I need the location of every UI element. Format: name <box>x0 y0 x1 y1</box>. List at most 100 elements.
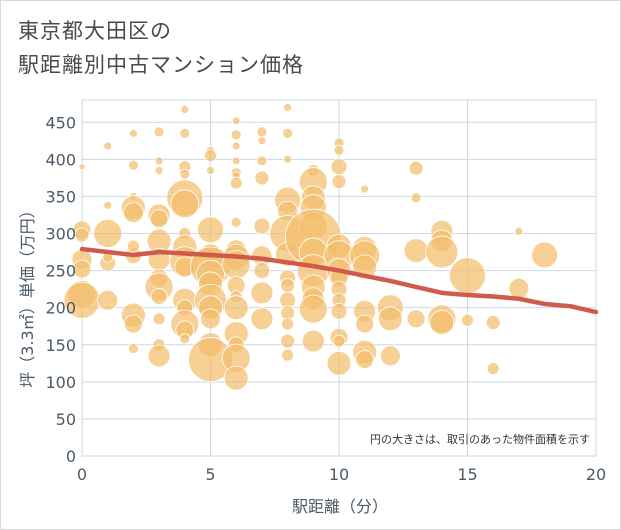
bubble-point <box>153 126 165 138</box>
title-line-1: 東京都大田区の <box>18 19 172 43</box>
bubble-point <box>123 314 143 334</box>
x-tick-labels: 0 5 10 15 20 <box>77 465 606 484</box>
bubble-point <box>250 307 274 331</box>
bubble-point <box>425 235 459 269</box>
bubble-point <box>204 149 217 163</box>
bubble-point <box>150 288 168 305</box>
bubble-point <box>301 329 325 353</box>
y-tick-label: 50 <box>56 410 76 429</box>
bubble-point <box>410 192 422 204</box>
bubble-point <box>377 306 403 332</box>
bubble-point <box>230 129 242 141</box>
bubble-point <box>180 105 190 115</box>
bubble-point <box>229 176 243 190</box>
bubble-point <box>154 166 164 175</box>
bubble-point <box>127 159 139 171</box>
bubble-point <box>179 127 191 139</box>
x-tick-label: 0 <box>77 465 87 484</box>
bubble-point <box>253 262 271 279</box>
y-tick-label: 150 <box>45 336 76 355</box>
bubble-point <box>281 348 295 362</box>
bubble-point <box>333 145 345 156</box>
bubble-point <box>283 103 293 112</box>
bubble-point <box>461 313 474 327</box>
bubble-point <box>281 317 295 331</box>
bubble-point <box>122 202 144 224</box>
y-tick-label: 0 <box>66 447 76 466</box>
bubble-point <box>280 333 296 349</box>
bubble-point <box>93 219 123 248</box>
bubble-point <box>256 155 268 167</box>
bubble-point <box>486 362 500 375</box>
bubble-point <box>179 168 191 180</box>
bubble-point <box>355 350 375 369</box>
bubble-point <box>403 238 429 263</box>
bubble-point <box>485 315 501 330</box>
y-tick-label: 250 <box>45 262 76 281</box>
bubble-point <box>97 289 119 311</box>
bubble-point <box>326 350 352 376</box>
bubble-point <box>408 160 424 176</box>
x-axis-title: 駅距離（分） <box>292 497 388 516</box>
bubble-point <box>74 227 90 243</box>
y-tick-label: 200 <box>45 299 76 318</box>
bubble-point <box>508 277 530 299</box>
bubble-point <box>379 345 401 367</box>
title-line-2: 駅距離別中古マンション価格 <box>18 53 304 77</box>
bubble-point <box>355 314 375 334</box>
bubble-point <box>197 216 224 244</box>
bubble-point <box>128 128 138 138</box>
bubble-point <box>283 154 293 164</box>
bubble-point <box>406 309 426 329</box>
bubble-point <box>256 126 268 138</box>
y-tick-label: 450 <box>45 113 76 132</box>
bubble-point <box>103 200 113 210</box>
y-tick-label: 350 <box>45 187 76 206</box>
bubble-point <box>206 166 215 175</box>
bubble-point <box>280 278 296 293</box>
bubble-point <box>72 259 92 279</box>
bubble-point <box>360 184 370 194</box>
y-tick-label: 100 <box>45 373 76 392</box>
bubble-point <box>253 217 271 235</box>
bubble-point <box>449 257 486 295</box>
bubble-point <box>332 334 346 348</box>
y-tick-label: 400 <box>45 150 76 169</box>
bubble-point <box>170 189 200 219</box>
bubble-point <box>429 310 455 335</box>
bubble-point <box>330 302 348 320</box>
x-tick-label: 10 <box>329 465 349 484</box>
bubble-point <box>231 141 241 151</box>
y-axis-title: 坪（3.3㎡）単価（万円） <box>18 202 37 387</box>
bubble-layer <box>63 103 558 391</box>
bubble-point <box>282 127 294 139</box>
bubble-point <box>126 239 140 253</box>
x-tick-label: 15 <box>457 465 477 484</box>
bubble-point <box>230 216 242 228</box>
bubble-point <box>179 333 191 345</box>
bubble-point <box>147 344 171 368</box>
bubble-point <box>330 158 348 176</box>
chart-title: 東京都大田区の 駅距離別中古マンション価格 <box>18 14 304 82</box>
bubble-point <box>250 281 274 305</box>
bubble-point <box>154 156 164 166</box>
bubble-point <box>331 174 347 189</box>
trend-line-layer <box>79 246 599 315</box>
trend-line <box>79 246 599 315</box>
bubble-point <box>78 163 86 171</box>
y-tick-labels: 0 50 100 150 200 250 300 350 400 450 <box>45 113 76 466</box>
y-tick-label: 300 <box>45 225 76 244</box>
bubble-point <box>200 308 221 330</box>
bubble-point <box>254 170 270 186</box>
bubble-point <box>531 241 558 269</box>
x-tick-label: 5 <box>205 465 215 484</box>
bubble-point <box>149 209 169 229</box>
bubble-point <box>514 226 524 236</box>
bubble-size-note: 円の大きさは、取引のあった物件面積を示す <box>370 432 590 446</box>
bubble-point <box>231 156 241 166</box>
bubble-point <box>152 312 166 326</box>
bubble-point <box>231 116 241 126</box>
x-tick-label: 20 <box>586 465 606 484</box>
bubble-point <box>298 294 328 324</box>
